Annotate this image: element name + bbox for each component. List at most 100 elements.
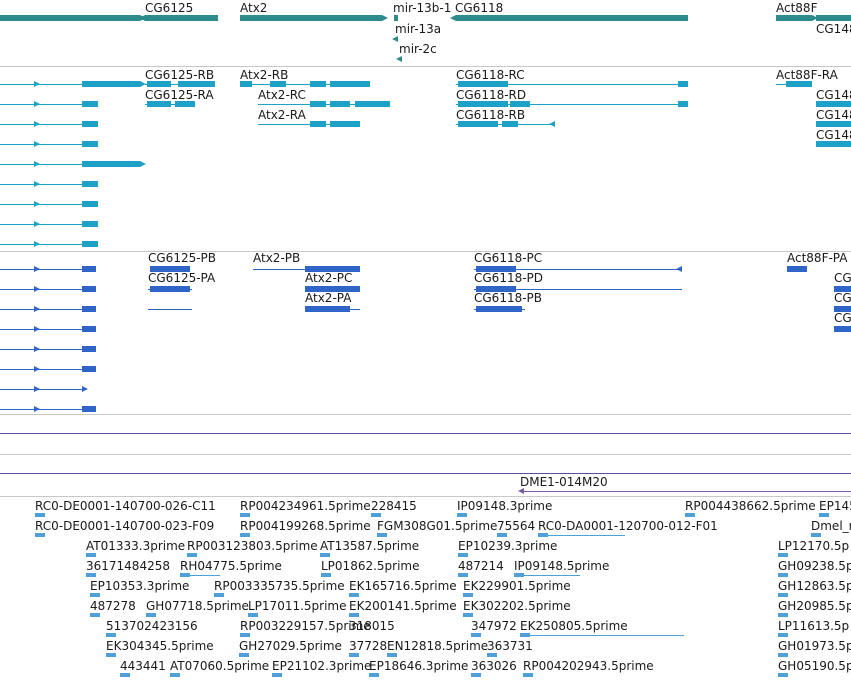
transcript-strand-arrow[interactable] [34, 121, 40, 127]
gene-label-cg6125[interactable]: CG6125 [145, 1, 194, 15]
transcript-exon[interactable] [786, 81, 812, 87]
cdna-glyph[interactable] [778, 553, 788, 557]
cdna-label[interactable]: FGM308G01.5prime [377, 519, 498, 533]
clone-arrow[interactable] [518, 488, 524, 494]
transcript-label[interactable]: Act88F-RA [776, 68, 838, 82]
transcript-exon[interactable] [502, 121, 518, 127]
cdna-glyph[interactable] [377, 533, 387, 537]
cdna-connector[interactable] [187, 575, 220, 576]
cdna-label[interactable]: RC0-DA0001-120700-012-F01 [538, 519, 718, 533]
cdna-label[interactable]: 363731 [487, 639, 533, 653]
protein-intron[interactable] [474, 269, 682, 270]
protein-exon[interactable] [305, 306, 350, 312]
cdna-label[interactable]: EP10239.3prime [458, 539, 558, 553]
cdna-glyph[interactable] [146, 613, 156, 617]
protein-intron[interactable] [0, 289, 82, 290]
transcript-exon[interactable] [82, 81, 140, 87]
gene-label-atx2[interactable]: Atx2 [240, 1, 268, 15]
cdna-label[interactable]: AT01333.3prime [86, 539, 186, 553]
cdna-glyph[interactable] [239, 653, 249, 657]
cdna-label[interactable]: GH20985.5p [778, 599, 851, 613]
transcript-exon[interactable] [816, 101, 851, 107]
gene-label-mir-13b-1[interactable]: mir-13b-1 [393, 1, 452, 15]
cdna-label[interactable]: GH01973.5p [778, 639, 851, 653]
cdna-glyph[interactable] [248, 613, 258, 617]
protein-exon[interactable] [834, 306, 851, 312]
transcript-exon[interactable] [458, 81, 508, 87]
cdna-label[interactable]: GH05190.5p [778, 659, 851, 673]
protein-strand-arrow[interactable] [34, 266, 40, 272]
cdna-glyph[interactable] [458, 553, 468, 557]
transcript-intron[interactable] [0, 204, 82, 205]
gene-arrow[interactable] [139, 15, 145, 21]
protein-label[interactable]: CG6118-PB [474, 291, 543, 305]
cdna-label[interactable]: GH07718.5prime [146, 599, 249, 613]
transcript-exon[interactable] [82, 141, 98, 147]
cdna-label[interactable]: EK304345.5prime [106, 639, 214, 653]
transcript-arrow[interactable] [549, 121, 555, 127]
transcript-strand-arrow[interactable] [34, 141, 40, 147]
cdna-label[interactable]: EK250805.5prime [520, 619, 628, 633]
cdna-glyph[interactable] [90, 613, 100, 617]
cdna-glyph[interactable] [321, 573, 331, 577]
cdna-label[interactable]: 487278 [90, 599, 136, 613]
cdna-label[interactable]: Dmel_r [811, 519, 851, 533]
transcript-arrow[interactable] [140, 81, 146, 87]
cdna-glyph[interactable] [214, 593, 224, 597]
cdna-glyph[interactable] [487, 653, 497, 657]
protein-exon[interactable] [150, 286, 190, 292]
gene-bar[interactable] [0, 15, 140, 21]
cdna-glyph[interactable] [819, 513, 829, 517]
cdna-glyph[interactable] [778, 653, 788, 657]
cdna-label[interactable]: IP09148.5prime [514, 559, 610, 573]
protein-intron[interactable] [0, 409, 82, 410]
transcript-label[interactable]: CG6118-RB [456, 108, 526, 122]
transcript-label[interactable]: CG6125-RB [145, 68, 215, 82]
cdna-label[interactable]: EK165716.5prime [349, 579, 457, 593]
gene-bar[interactable] [240, 15, 382, 21]
cdna-glyph[interactable] [272, 673, 282, 677]
protein-exon[interactable] [305, 266, 360, 272]
transcript-strand-arrow[interactable] [34, 161, 40, 167]
protein-arrow[interactable] [82, 386, 88, 392]
transcript-label[interactable]: CG148 [816, 108, 851, 122]
cdna-glyph[interactable] [240, 533, 250, 537]
cdna-label[interactable]: RP004202943.5prime [523, 659, 654, 673]
protein-arrow[interactable] [676, 266, 682, 272]
cdna-label[interactable]: GH09238.5p [778, 559, 851, 573]
cdna-glyph[interactable] [240, 513, 250, 517]
transcript-intron[interactable] [0, 84, 82, 85]
cdna-glyph[interactable] [778, 633, 788, 637]
cdna-label[interactable]: EP10353.3prime [90, 579, 190, 593]
protein-label[interactable]: Atx2-PC [305, 271, 353, 285]
transcript-intron[interactable] [0, 104, 82, 105]
transcript-label[interactable]: Atx2-RA [258, 108, 306, 122]
cdna-glyph[interactable] [811, 533, 821, 537]
protein-exon[interactable] [82, 306, 96, 312]
clone-line[interactable] [520, 491, 851, 492]
protein-exon[interactable] [82, 286, 96, 292]
transcript-exon[interactable] [82, 121, 98, 127]
transcript-intron[interactable] [258, 124, 360, 125]
gene-bar[interactable] [816, 15, 851, 21]
cdna-label[interactable]: EK302202.5prime [463, 599, 571, 613]
protein-strand-arrow[interactable] [34, 306, 40, 312]
cdna-glyph[interactable] [86, 553, 96, 557]
transcript-intron[interactable] [240, 84, 370, 85]
protein-exon[interactable] [82, 366, 96, 372]
protein-label[interactable]: Atx2-PB [253, 251, 301, 265]
cdna-label[interactable]: RC0-DE0001-140700-026-C11 [35, 499, 216, 513]
cdna-label[interactable]: GH12863.5p [778, 579, 851, 593]
cdna-label[interactable]: RP003229157.5prime [240, 619, 371, 633]
transcript-strand-arrow[interactable] [34, 201, 40, 207]
cdna-glyph[interactable] [180, 573, 190, 577]
protein-intron[interactable] [474, 289, 682, 290]
transcript-exon[interactable] [330, 101, 350, 107]
cdna-glyph[interactable] [371, 513, 381, 517]
transcript-exon[interactable] [678, 81, 688, 87]
transcript-exon[interactable] [330, 81, 370, 87]
transcript-exon[interactable] [816, 141, 851, 147]
protein-strand-arrow[interactable] [34, 346, 40, 352]
transcript-strand-arrow[interactable] [34, 181, 40, 187]
mirna-arrow[interactable] [392, 36, 398, 42]
